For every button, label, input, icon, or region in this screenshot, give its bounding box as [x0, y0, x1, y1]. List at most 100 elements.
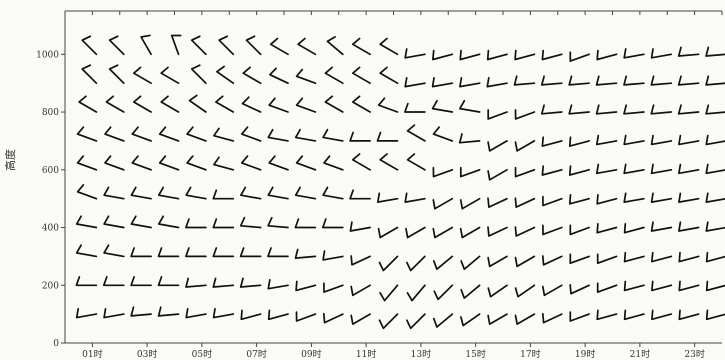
wind-barb — [103, 307, 125, 319]
wind-barb — [569, 311, 590, 322]
wind-barb — [81, 35, 98, 56]
wind-barb — [568, 136, 590, 147]
wind-barb — [705, 309, 725, 321]
wind-barb — [157, 186, 180, 200]
wind-barb — [351, 66, 371, 85]
wind-barb — [131, 126, 152, 142]
y-tick-label: 600 — [42, 166, 59, 176]
wind-barb — [297, 37, 317, 56]
wind-barb — [596, 282, 618, 293]
wind-barb — [157, 306, 180, 317]
wind-barb — [239, 277, 262, 288]
wind-barb — [569, 224, 590, 236]
wind-barb — [405, 226, 426, 239]
wind-barb — [190, 35, 207, 56]
wind-barb — [294, 248, 317, 259]
wind-barb — [460, 284, 481, 299]
wind-barb — [140, 34, 152, 56]
wind-barb — [76, 184, 98, 200]
wind-barb — [130, 306, 152, 317]
wind-barb — [542, 195, 563, 207]
x-tick-label: 13时 — [411, 348, 431, 360]
wind-barb — [541, 165, 563, 176]
wind-barb — [132, 95, 152, 113]
wind-barb — [269, 67, 289, 85]
wind-barb — [568, 104, 590, 115]
x-tick-label: 11时 — [356, 348, 376, 360]
wind-barb — [267, 309, 289, 321]
wind-barb — [130, 186, 152, 200]
y-tick-label: 0 — [53, 339, 59, 349]
wind-barb — [514, 255, 536, 268]
wind-barb — [432, 313, 454, 328]
wind-barb — [541, 284, 563, 297]
wind-barb — [705, 163, 725, 175]
wind-barb — [322, 250, 344, 261]
wind-barb — [487, 168, 508, 181]
wind-barb — [431, 77, 454, 88]
x-tick-label: 17时 — [520, 348, 540, 360]
wind-barb — [650, 75, 673, 86]
wind-barb — [132, 66, 152, 85]
wind-barb — [406, 313, 426, 330]
wind-barb — [104, 155, 125, 171]
wind-barb — [705, 192, 725, 203]
wind-barb — [487, 226, 508, 237]
wind-barb — [105, 95, 125, 113]
wind-barb — [160, 66, 180, 85]
wind-barb — [245, 35, 262, 56]
wind-barb — [650, 134, 673, 146]
wind-barb — [130, 215, 152, 229]
wind-barb — [158, 126, 180, 142]
wind-barb — [295, 311, 317, 322]
wind-barb — [650, 192, 673, 203]
x-tick-label: 01时 — [82, 348, 102, 360]
wind-barb — [514, 140, 536, 152]
wind-barb — [349, 189, 371, 200]
wind-barb — [404, 192, 426, 203]
wind-barb — [351, 153, 371, 171]
wind-barb — [595, 104, 618, 115]
wind-barb — [213, 156, 235, 171]
wind-barb — [514, 197, 536, 208]
wind-barb — [377, 97, 399, 113]
wind-barb — [678, 134, 700, 146]
wind-barb — [185, 186, 207, 200]
wind-barbs — [75, 34, 725, 330]
wind-barb — [513, 75, 536, 86]
wind-barb — [487, 255, 508, 268]
wind-barb — [678, 192, 700, 203]
wind-barb — [596, 194, 618, 205]
wind-barb — [595, 134, 618, 146]
wind-barb — [212, 247, 235, 258]
y-tick-label: 400 — [42, 224, 59, 234]
wind-barb — [650, 104, 673, 115]
wind-barb — [596, 49, 618, 61]
wind-barb — [514, 313, 536, 325]
wind-barb — [322, 186, 344, 200]
wind-barb — [239, 216, 262, 229]
x-tick-label: 05时 — [192, 348, 212, 360]
wind-barb — [487, 140, 508, 152]
wind-barb — [406, 284, 426, 302]
wind-barb — [212, 277, 235, 288]
wind-barb — [678, 251, 700, 263]
wind-barb — [75, 276, 98, 287]
wind-barb — [705, 251, 725, 263]
wind-barb — [240, 155, 262, 171]
wind-barb — [323, 155, 344, 171]
y-tick-label: 1000 — [36, 50, 59, 60]
wind-barb — [432, 49, 454, 61]
wind-barb — [623, 251, 645, 263]
wind-barb — [269, 37, 289, 56]
wind-barb — [568, 165, 590, 176]
wind-barb — [623, 280, 645, 292]
wind-barb — [75, 307, 98, 319]
wind-barb — [541, 136, 563, 147]
wind-barb — [240, 309, 262, 321]
wind-barb — [432, 226, 454, 239]
wind-barb — [568, 75, 590, 86]
wind-barb — [406, 153, 426, 171]
wind-barb — [623, 309, 645, 321]
